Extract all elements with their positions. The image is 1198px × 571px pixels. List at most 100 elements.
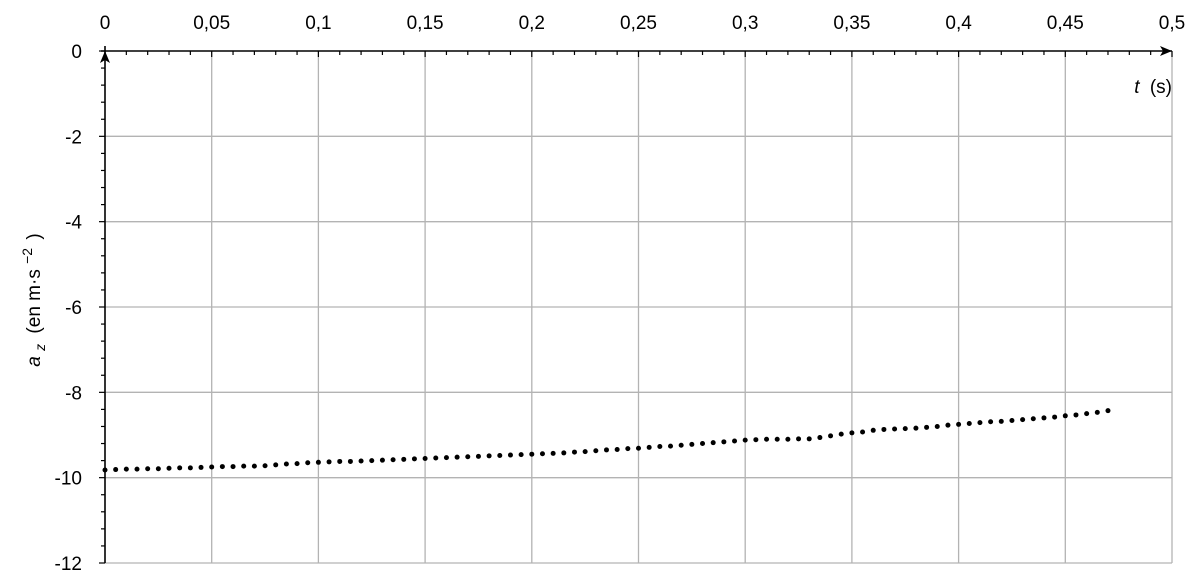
data-point (806, 436, 812, 442)
data-point (465, 454, 471, 460)
data-point (347, 458, 353, 464)
data-points (102, 408, 1111, 473)
data-point (625, 446, 631, 452)
x-tick-label: 0,45 (1047, 13, 1084, 34)
grid (105, 51, 1173, 564)
x-tick-label: 0,3 (732, 13, 758, 34)
data-point (710, 440, 716, 446)
y-tick-label: -8 (65, 383, 82, 404)
data-point (273, 462, 279, 468)
data-point (732, 438, 738, 444)
data-point (209, 464, 215, 470)
data-point (294, 461, 300, 467)
x-axis-symbol: t (1134, 77, 1140, 98)
data-point (177, 465, 183, 471)
data-point (678, 442, 684, 448)
data-point (337, 458, 343, 464)
data-point (742, 437, 748, 443)
data-point (849, 430, 855, 436)
data-point (1073, 412, 1079, 418)
y-axis-title: a z (en m·s −2 ) (16, 233, 50, 366)
y-axis-subscript: z (32, 344, 48, 352)
data-point (539, 451, 545, 457)
axes (99, 46, 1173, 564)
y-tick-label: -10 (55, 469, 82, 490)
data-point (913, 425, 919, 431)
data-point (283, 461, 289, 467)
data-point (1105, 408, 1111, 414)
data-point (689, 441, 695, 447)
data-point (411, 456, 417, 462)
tick-labels: 0 0,05 0,1 0,15 0,2 0,25 0,3 0,35 0,4 0,45 0,5 0 -2 -… (55, 13, 1186, 571)
data-point (454, 454, 460, 460)
data-point (646, 444, 652, 450)
data-point (241, 463, 247, 469)
data-point (379, 457, 385, 463)
data-point (828, 433, 834, 439)
y-tick-label: -6 (65, 298, 82, 319)
data-point (187, 465, 193, 471)
x-axis-title: t (s) (1134, 77, 1172, 98)
data-point (977, 420, 983, 426)
data-point (1030, 416, 1036, 422)
x-tick-label: 0 (100, 13, 111, 34)
data-point (433, 455, 439, 461)
data-point (870, 427, 876, 433)
x-tick-label: 0,5 (1159, 13, 1185, 34)
data-point (902, 426, 908, 432)
data-point (945, 422, 951, 428)
data-point (134, 466, 140, 472)
data-point (230, 464, 236, 470)
data-point (123, 466, 129, 472)
data-point (1041, 415, 1047, 421)
x-tick-label: 0,2 (519, 13, 545, 34)
data-point (529, 451, 535, 457)
data-point (401, 456, 407, 462)
data-point (636, 445, 641, 451)
y-axis-unit-close: ) (24, 233, 45, 239)
data-point (1020, 417, 1026, 423)
y-tick-label: -2 (65, 127, 82, 148)
data-point (113, 467, 119, 473)
x-tick-label: 0,4 (945, 13, 972, 34)
x-tick-label: 0,25 (620, 13, 657, 34)
data-point (315, 459, 321, 465)
data-point (475, 453, 481, 459)
y-axis-unit-exponent: −2 (19, 248, 35, 264)
data-point (956, 421, 962, 427)
data-point (657, 444, 663, 450)
x-tick-label: 0,35 (833, 13, 870, 34)
data-point (998, 418, 1004, 424)
data-point (1094, 409, 1100, 415)
data-point (198, 464, 204, 470)
data-point (785, 436, 791, 442)
data-point (369, 458, 375, 464)
data-point (305, 460, 311, 466)
data-point (1052, 414, 1058, 420)
data-point (603, 447, 609, 453)
y-tick-label: 0 (71, 42, 82, 63)
x-axis-arrow (1160, 46, 1172, 56)
data-point (892, 426, 898, 432)
data-point (486, 453, 492, 459)
data-point (358, 458, 364, 464)
data-point (668, 443, 674, 449)
data-point (753, 437, 759, 443)
data-point (838, 431, 844, 437)
data-point (582, 449, 588, 455)
data-point (1084, 411, 1090, 417)
y-axis-unit: (en m·s (24, 269, 45, 333)
data-point (614, 447, 620, 453)
data-point (518, 452, 524, 458)
data-point (817, 435, 823, 441)
x-tick-label: 0,15 (407, 13, 444, 34)
data-point (881, 426, 887, 432)
data-point (1009, 417, 1015, 423)
data-point (219, 464, 225, 470)
data-point (988, 419, 994, 425)
y-tick-label: -4 (65, 213, 82, 234)
data-point (251, 463, 257, 469)
x-axis-unit: (s) (1150, 77, 1172, 98)
data-point (571, 449, 577, 455)
